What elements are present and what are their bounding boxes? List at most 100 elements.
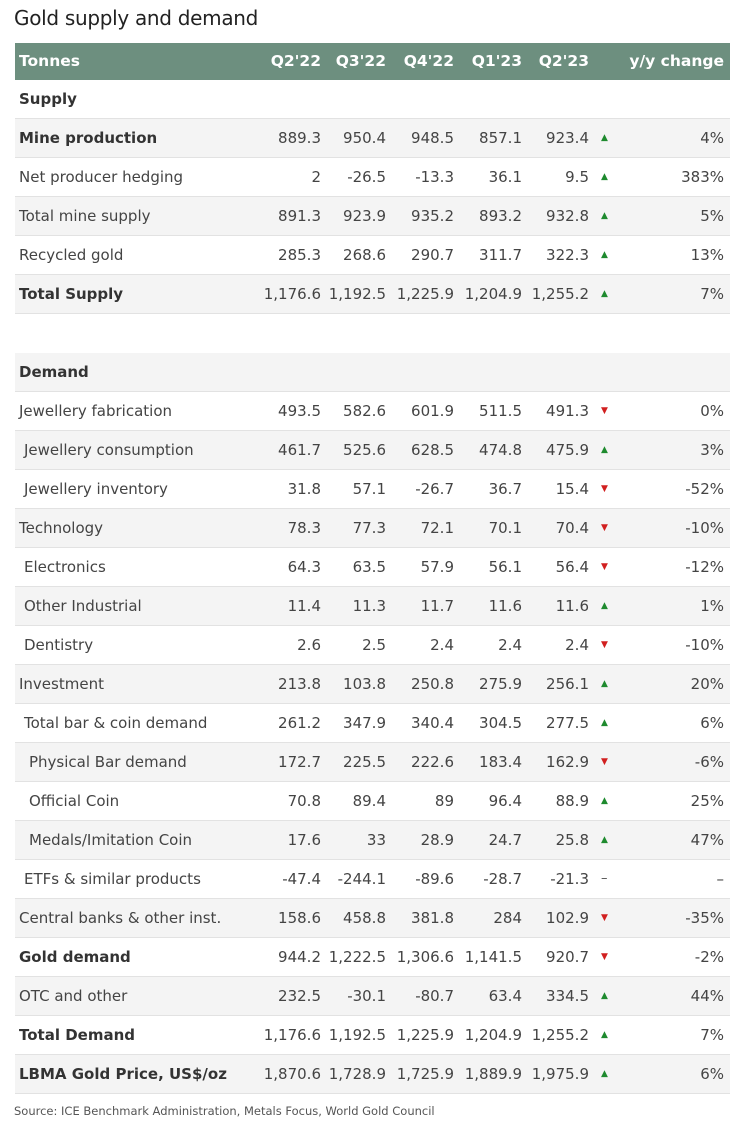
row-value: 1,870.6 [263,1065,321,1083]
row-label: Investment [19,675,104,693]
row-value: 525.6 [343,441,386,459]
demand-heading-row: Demand [15,353,730,392]
table-title: Gold supply and demand [14,6,259,30]
row-value: 1,204.9 [464,1026,522,1044]
row-value: 950.4 [343,129,386,147]
row-value: 1,141.5 [464,948,522,966]
row-value: 70.1 [488,519,522,537]
arrow-up-icon: ▲ [601,289,608,299]
row-value: 77.3 [352,519,386,537]
arrow-down-icon: ▼ [601,952,608,962]
table-row: Mine production 889.3 950.4 948.5 857.1 923.4… [15,119,730,158]
row-value: 347.9 [343,714,386,732]
arrow-down-icon: ▼ [601,913,608,923]
row-value: 1,975.9 [531,1065,589,1083]
row-label: Jewellery fabrication [19,402,173,420]
yoy-change: 20% [690,675,724,693]
table-row: Central banks & other inst. 158.6 458.8 381… [15,899,730,938]
row-value: 290.7 [411,246,454,264]
row-value: 2.5 [362,636,386,654]
yoy-change: -2% [694,948,724,966]
demand-section: Demand Jewellery fabrication 493.5 582.6 601… [15,353,730,1094]
row-value: 1,728.9 [328,1065,386,1083]
table-row: Total bar & coin demand 261.2 347.9 340.4 30… [15,704,730,743]
row-label: Total Demand [19,1026,135,1044]
table-row: Medals/Imitation Coin 17.6 33 28.9 24.7 25.8 ▲… [15,821,730,860]
row-label: ETFs & similar products [24,870,201,888]
arrow-up-icon: ▲ [601,1030,608,1040]
row-value: 57.1 [352,480,386,498]
row-value: 511.5 [479,402,522,420]
arrow-up-icon: ▲ [601,250,608,260]
yoy-change: 25% [690,792,724,810]
row-value: 268.6 [343,246,386,264]
row-value: -80.7 [415,987,454,1005]
row-value: 25.8 [555,831,589,849]
row-value: 15.4 [555,480,589,498]
row-value: 70.8 [287,792,321,810]
row-value: 70.4 [555,519,589,537]
row-value: 24.7 [488,831,522,849]
row-value: 322.3 [546,246,589,264]
table-row: ETFs & similar products -47.4 -244.1 -89.6 -… [15,860,730,899]
table-row: Recycled gold 285.3 268.6 290.7 311.7 322.3 ▲ 1… [15,236,730,275]
yoy-change: 3% [700,441,724,459]
row-label: Mine production [19,129,158,147]
row-value: 2.6 [297,636,321,654]
row-value: 1,192.5 [328,285,386,303]
section-heading: Demand [19,363,89,381]
row-value: 1,225.9 [396,1026,454,1044]
row-value: 56.1 [488,558,522,576]
row-value: 458.8 [343,909,386,927]
row-value: -244.1 [337,870,386,888]
arrow-up-icon: ▲ [601,172,608,182]
row-value: 63.4 [488,987,522,1005]
row-value: 1,222.5 [328,948,386,966]
arrow-down-icon: ▼ [601,562,608,572]
row-value: 72.1 [420,519,454,537]
row-value: -47.4 [282,870,321,888]
row-value: -28.7 [483,870,522,888]
section-gap [15,314,730,353]
header-col: Q3'22 [335,52,386,70]
yoy-change: 383% [681,168,724,186]
arrow-up-icon: ▲ [601,679,608,689]
table-row: Electronics 64.3 63.5 57.9 56.1 56.4 ▼ -12% [15,548,730,587]
row-label: Gold demand [19,948,131,966]
yoy-change: 4% [700,129,724,147]
row-value: 33 [366,831,386,849]
row-value: 1,225.9 [396,285,454,303]
table-row: Investment 213.8 103.8 250.8 275.9 256.1 ▲ 20% [15,665,730,704]
table-row: Jewellery fabrication 493.5 582.6 601.9 511.… [15,392,730,431]
header-col: Q2'22 [270,52,321,70]
row-value: 64.3 [287,558,321,576]
row-value: 1,255.2 [531,285,589,303]
yoy-change: 1% [700,597,724,615]
row-value: -26.5 [347,168,386,186]
row-label: Total mine supply [19,207,151,225]
table-row: Total Demand 1,176.6 1,192.5 1,225.9 1,204.9… [15,1016,730,1055]
row-value: 1,725.9 [396,1065,454,1083]
yoy-change: -10% [685,519,724,537]
row-value: 36.7 [488,480,522,498]
arrow-up-icon: ▲ [601,445,608,455]
supply-section: Supply Mine production 889.3 950.4 948.5 857.… [15,80,730,314]
row-value: 491.3 [546,402,589,420]
row-label: Medals/Imitation Coin [29,831,193,849]
row-value: 96.4 [488,792,522,810]
row-label: Jewellery inventory [24,480,168,498]
table-row: Gold demand 944.2 1,222.5 1,306.6 1,141.5 920… [15,938,730,977]
row-label: Central banks & other inst. [19,909,222,927]
row-value: 923.9 [343,207,386,225]
yoy-change: 13% [690,246,724,264]
row-label: LBMA Gold Price, US$/oz [19,1065,227,1083]
table-row: Jewellery inventory 31.8 57.1 -26.7 36.7 15.4… [15,470,730,509]
row-value: 2.4 [430,636,454,654]
row-label: Official Coin [29,792,120,810]
arrow-up-icon: ▲ [601,1069,608,1079]
row-value: 9.5 [565,168,589,186]
row-value: 889.3 [278,129,321,147]
yoy-change: 6% [700,1065,724,1083]
arrow-down-icon: ▼ [601,406,608,416]
row-value: 474.8 [479,441,522,459]
